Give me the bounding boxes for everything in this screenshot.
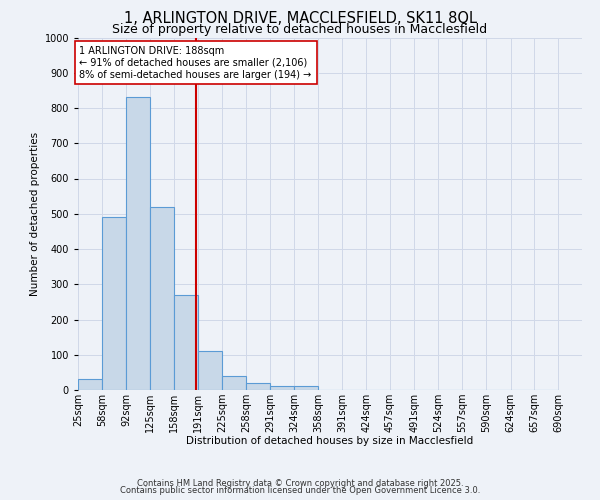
- X-axis label: Distribution of detached houses by size in Macclesfield: Distribution of detached houses by size …: [187, 436, 473, 446]
- Bar: [198, 351, 223, 390]
- Text: Contains HM Land Registry data © Crown copyright and database right 2025.: Contains HM Land Registry data © Crown c…: [137, 478, 463, 488]
- Y-axis label: Number of detached properties: Number of detached properties: [31, 132, 40, 296]
- Bar: [246, 383, 270, 390]
- Bar: [102, 218, 127, 390]
- Bar: [127, 98, 150, 390]
- Bar: [294, 386, 319, 390]
- Bar: [150, 206, 174, 390]
- Text: Contains public sector information licensed under the Open Government Licence 3.: Contains public sector information licen…: [120, 486, 480, 495]
- Bar: [270, 386, 294, 390]
- Text: 1, ARLINGTON DRIVE, MACCLESFIELD, SK11 8QL: 1, ARLINGTON DRIVE, MACCLESFIELD, SK11 8…: [124, 11, 476, 26]
- Text: Size of property relative to detached houses in Macclesfield: Size of property relative to detached ho…: [112, 22, 488, 36]
- Bar: [174, 295, 198, 390]
- Bar: [223, 376, 246, 390]
- Bar: [78, 380, 102, 390]
- Text: 1 ARLINGTON DRIVE: 188sqm
← 91% of detached houses are smaller (2,106)
8% of sem: 1 ARLINGTON DRIVE: 188sqm ← 91% of detac…: [79, 46, 311, 80]
